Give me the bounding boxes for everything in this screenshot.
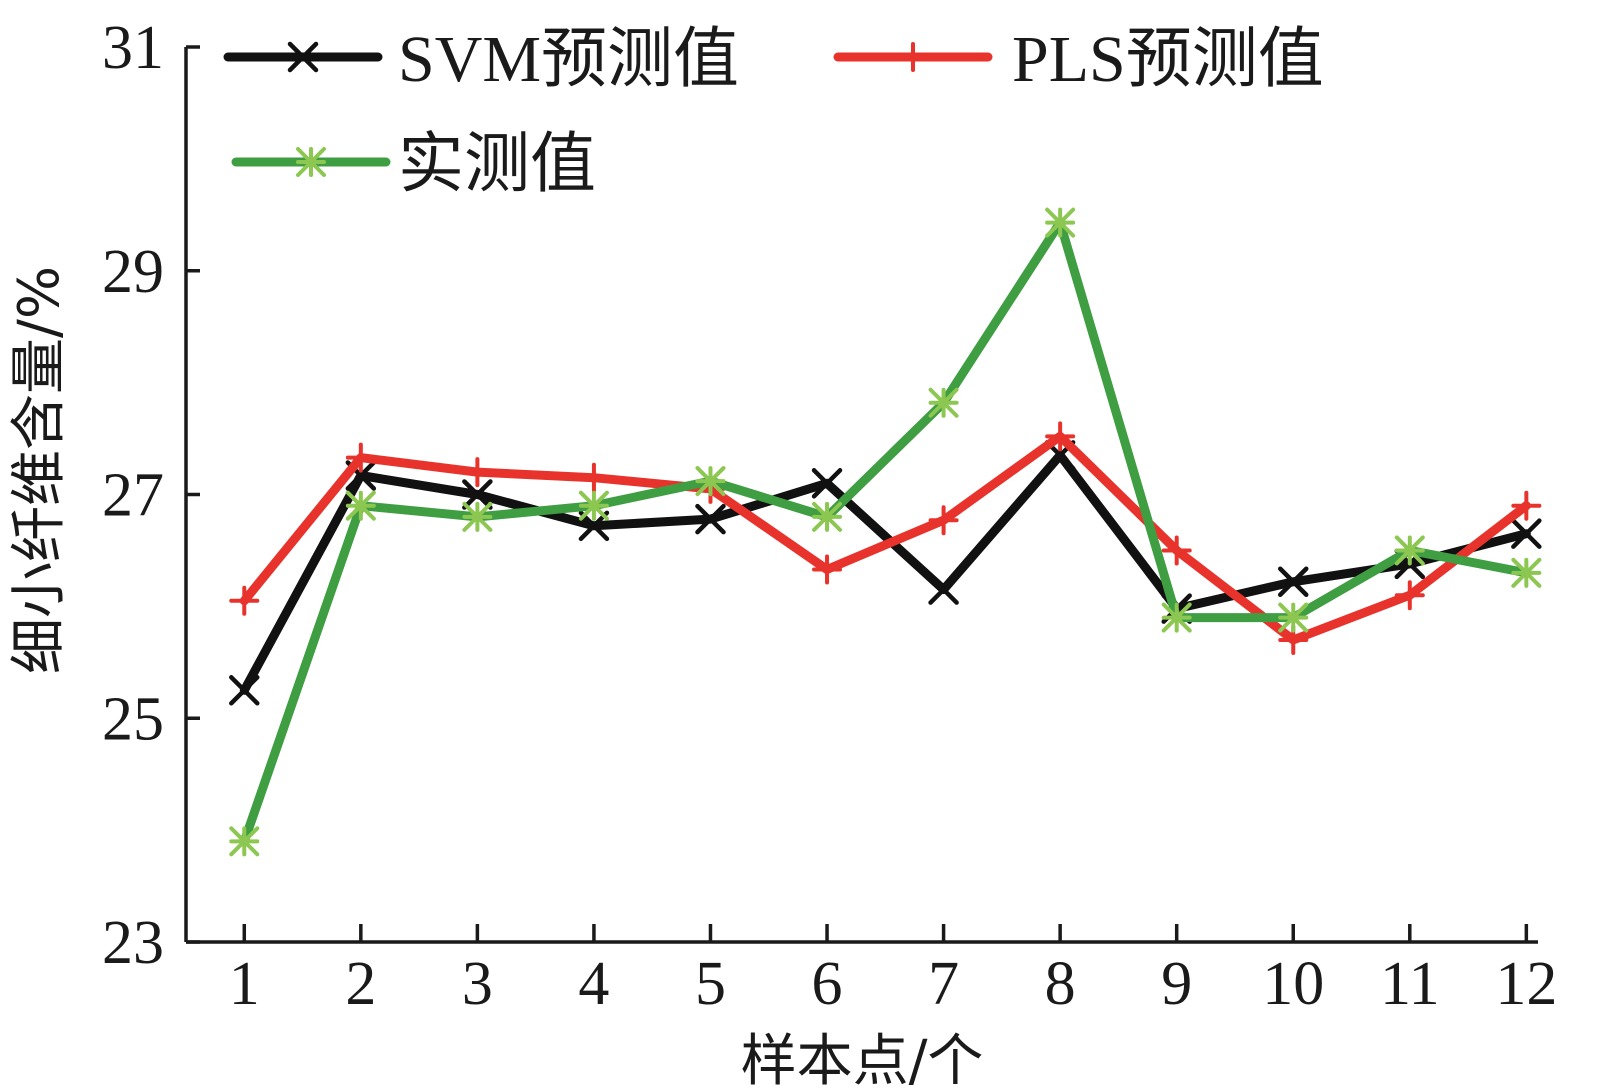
data-point bbox=[1511, 490, 1542, 521]
data-point bbox=[695, 503, 726, 535]
x-tick-label: 6 bbox=[812, 950, 843, 1018]
legend-marker bbox=[296, 147, 326, 177]
x-tick-label: 7 bbox=[928, 950, 959, 1018]
series-layer bbox=[229, 207, 1542, 857]
data-point bbox=[812, 501, 843, 532]
y-tick-label: 27 bbox=[102, 462, 164, 530]
x-axis-title: 样本点/个 bbox=[741, 1029, 984, 1089]
data-point bbox=[1277, 566, 1309, 598]
data-point bbox=[1511, 518, 1542, 549]
series-line bbox=[239, 450, 1531, 695]
marker-stroke bbox=[1511, 518, 1542, 549]
legend-label: SVM预测值 bbox=[398, 23, 739, 96]
marker-stroke bbox=[811, 468, 843, 499]
marker-stroke bbox=[928, 574, 959, 605]
marker-stroke bbox=[229, 675, 260, 706]
x-tick-label: 5 bbox=[695, 950, 726, 1018]
series-markers bbox=[229, 207, 1542, 857]
x-tick-label: 4 bbox=[578, 950, 609, 1018]
data-point bbox=[578, 462, 609, 493]
marker-stroke bbox=[287, 41, 319, 73]
data-point bbox=[462, 457, 493, 488]
legend-marker bbox=[898, 42, 928, 72]
y-tick-label: 25 bbox=[102, 685, 164, 753]
data-point bbox=[1278, 602, 1309, 633]
data-point bbox=[345, 442, 376, 473]
x-tick-label: 9 bbox=[1161, 950, 1192, 1018]
legend-item: PLS预测值 bbox=[833, 23, 1324, 96]
y-tick-label: 31 bbox=[102, 14, 164, 82]
data-point bbox=[1161, 602, 1192, 633]
data-point bbox=[811, 468, 843, 499]
data-point bbox=[229, 585, 260, 616]
legend-item: SVM预测值 bbox=[223, 23, 739, 96]
series-line bbox=[239, 218, 1531, 846]
data-point bbox=[695, 466, 726, 497]
data-point bbox=[229, 826, 260, 857]
data-point bbox=[462, 479, 493, 510]
data-point bbox=[928, 574, 959, 605]
series-line bbox=[239, 431, 1531, 645]
y-ticks: 23 25 27 29 31 bbox=[102, 14, 200, 977]
data-point bbox=[578, 490, 609, 521]
series-3 bbox=[229, 207, 1542, 857]
data-point bbox=[928, 387, 959, 418]
data-point bbox=[928, 505, 959, 536]
x-tick-label: 11 bbox=[1380, 950, 1440, 1018]
data-point bbox=[462, 501, 493, 532]
legend-marker bbox=[287, 41, 319, 73]
x-tick-label: 2 bbox=[345, 950, 376, 1018]
legend-label: PLS预测值 bbox=[1012, 23, 1324, 96]
legend-item: 实测值 bbox=[231, 128, 596, 201]
x-ticks: 1 2 3 4 5 6 7 8 9 10 11 12 bbox=[229, 924, 1557, 1018]
data-point bbox=[1045, 421, 1076, 452]
x-tick-label: 12 bbox=[1495, 950, 1557, 1018]
marker-stroke bbox=[462, 479, 493, 510]
y-tick-label: 29 bbox=[102, 238, 164, 306]
data-point bbox=[345, 490, 376, 521]
x-tick-label: 8 bbox=[1045, 950, 1076, 1018]
x-tick-label: 10 bbox=[1262, 950, 1324, 1018]
series-1 bbox=[229, 440, 1542, 706]
x-tick-label: 3 bbox=[462, 950, 493, 1018]
data-point bbox=[229, 675, 260, 706]
legend-label: 实测值 bbox=[398, 128, 596, 201]
x-tick-label: 1 bbox=[229, 950, 260, 1018]
y-tick-label: 23 bbox=[102, 909, 164, 977]
data-point bbox=[1394, 535, 1425, 566]
axes bbox=[184, 47, 1538, 944]
marker-stroke bbox=[345, 460, 377, 491]
data-point bbox=[812, 554, 843, 585]
data-point bbox=[1511, 557, 1542, 588]
data-point bbox=[1394, 580, 1425, 611]
data-point bbox=[1161, 535, 1192, 566]
y-axis-title: 细小纤维含量/% bbox=[7, 266, 72, 674]
data-point bbox=[1045, 207, 1076, 238]
marker-stroke bbox=[695, 503, 726, 535]
marker-stroke bbox=[1277, 566, 1309, 598]
